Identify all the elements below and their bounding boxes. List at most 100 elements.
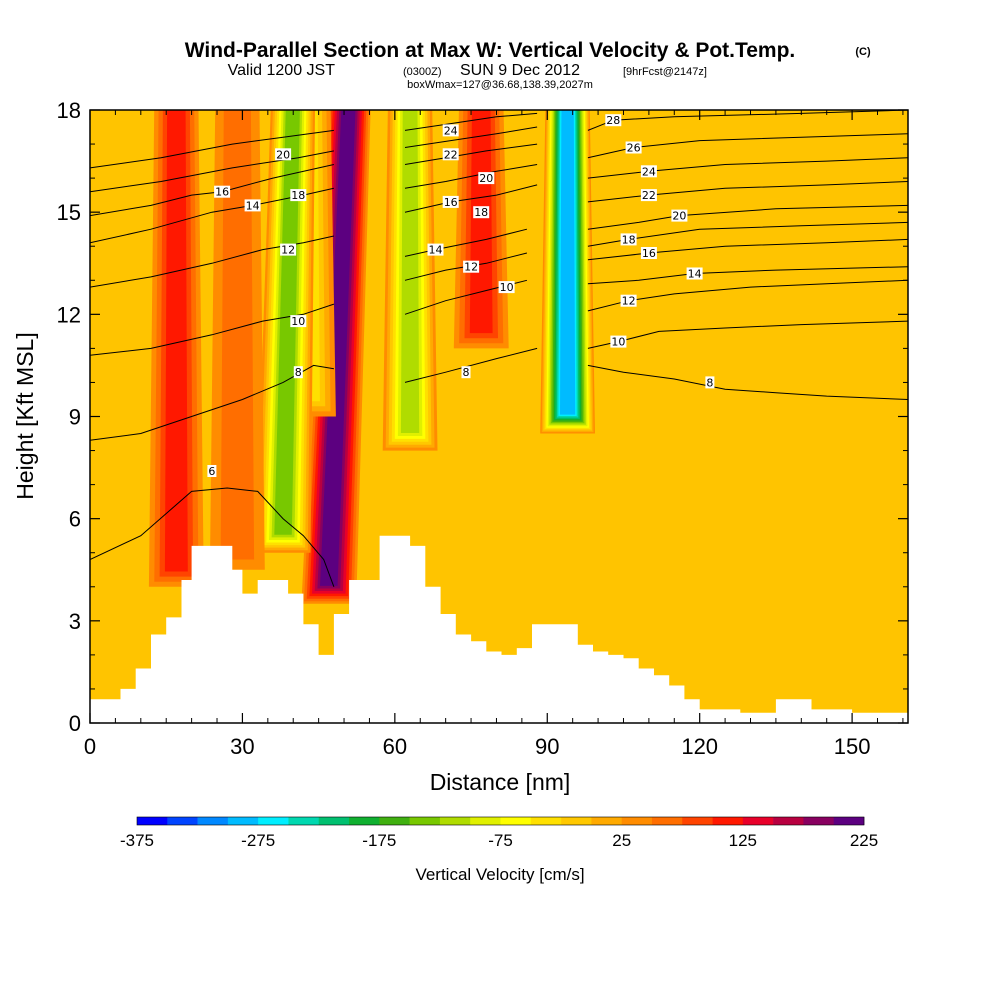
colorbar-swatch xyxy=(409,817,441,825)
contour-label-bg xyxy=(442,148,459,161)
colorbar-swatch xyxy=(833,817,865,825)
contour-label: 16 xyxy=(442,195,459,209)
colorbar-swatch xyxy=(379,817,410,825)
contour-labels: 6 8 8 8 10 10 10 12 12 12 14 14 14 16 16 16 18 18 18 20 20 20… xyxy=(207,114,715,478)
contour-label-bg xyxy=(686,267,703,280)
contour-label-text: 24 xyxy=(444,124,458,137)
velocity-band-level xyxy=(164,110,188,572)
colorbar-swatch xyxy=(712,817,744,825)
contour-label-bg xyxy=(214,185,231,198)
colorbar-swatch xyxy=(288,817,320,825)
contour-label-text: 22 xyxy=(444,148,458,161)
theta-contour xyxy=(404,112,538,131)
theta-contour xyxy=(90,303,335,356)
colorbar-swatch xyxy=(197,817,229,825)
colorbar-tick-label: -75 xyxy=(488,831,513,850)
chart-title: Wind-Parallel Section at Max W: Vertical… xyxy=(185,39,796,62)
contour-label-text: 22 xyxy=(642,189,656,202)
terrain xyxy=(90,535,908,723)
velocity-band xyxy=(301,110,371,604)
colorbar-tick-label: -275 xyxy=(241,831,275,850)
contour-label: 22 xyxy=(442,148,459,161)
colorbar-swatch xyxy=(742,817,774,825)
velocity-band-level xyxy=(469,110,493,334)
velocity-band xyxy=(453,110,509,349)
contour-label: 10 xyxy=(498,281,515,294)
theta-contour xyxy=(404,126,538,148)
contour-label-text: 12 xyxy=(622,295,636,308)
contour-label-bg xyxy=(640,189,657,202)
valid-time: Valid 1200 JST xyxy=(228,62,336,79)
colorbar-swatch xyxy=(258,817,289,825)
contour-label: 20 xyxy=(275,148,292,161)
x-tick-label: 90 xyxy=(535,734,559,759)
contour-label-bg xyxy=(290,315,307,328)
contour-label-bg xyxy=(207,465,217,477)
colorbar-swatch xyxy=(167,817,198,825)
contour-label: 26 xyxy=(625,141,642,155)
theta-contour xyxy=(404,164,538,189)
contour-label-text: 8 xyxy=(295,366,302,379)
contour-label-text: 8 xyxy=(463,366,470,379)
y-tick-label: 3 xyxy=(69,609,81,634)
theta-contour xyxy=(90,164,335,217)
axes: 0 30 60 90 120 150 0 3 6 9 12 15 18 xyxy=(57,98,908,759)
theta-contour xyxy=(404,347,538,383)
velocity-band xyxy=(255,110,316,553)
x-tick-label: 60 xyxy=(383,734,407,759)
contour-label: 20 xyxy=(478,172,495,185)
contour-label: 18 xyxy=(473,206,490,219)
velocity-band-level xyxy=(220,110,255,560)
contour-label-text: 16 xyxy=(215,186,229,199)
contour-label-text: 16 xyxy=(444,196,458,209)
contour-label-text: 26 xyxy=(627,142,641,155)
colorbar-swatch xyxy=(227,817,259,825)
contour-label: 18 xyxy=(620,233,637,246)
colorbar-swatch xyxy=(530,817,562,825)
contour-label-bg xyxy=(244,199,261,212)
chart-header: Wind-Parallel Section at Max W: Vertical… xyxy=(185,39,871,91)
contour-label-text: 10 xyxy=(291,315,305,328)
theta-contour xyxy=(587,110,908,131)
contour-label: 8 xyxy=(461,366,471,379)
contour-label: 22 xyxy=(640,189,657,202)
theta-contour xyxy=(90,187,335,244)
theta-contour xyxy=(587,181,908,203)
contour-label: 8 xyxy=(293,366,303,379)
colorbar-swatch xyxy=(591,817,622,825)
forecast-info: [9hrFcst@2147z] xyxy=(623,66,707,78)
colorbar-swatch xyxy=(561,817,592,825)
colorbar-swatch xyxy=(470,817,501,825)
colorbar-swatch xyxy=(773,817,804,825)
contour-label-bg xyxy=(620,233,637,246)
contour-label-text: 10 xyxy=(500,281,514,294)
contour-label-bg xyxy=(610,335,627,348)
colorbar-tick-label: 25 xyxy=(612,831,631,850)
x-tick-label: 150 xyxy=(834,734,871,759)
theta-contour xyxy=(587,133,908,159)
contour-label-text: 14 xyxy=(429,244,443,257)
theta-contour xyxy=(90,235,335,288)
contour-label-text: 28 xyxy=(606,114,620,127)
contour-label: 18 xyxy=(290,189,307,202)
contour-label: 12 xyxy=(463,260,480,274)
contour-label: 6 xyxy=(207,465,217,478)
contour-label: 12 xyxy=(620,294,637,308)
contour-label-bg xyxy=(640,247,657,259)
box-info: boxWmax=127@36.68,138.39,2027m xyxy=(407,79,593,91)
y-tick-label: 12 xyxy=(57,302,81,327)
velocity-band-level xyxy=(320,110,356,586)
contour-label-text: 14 xyxy=(688,268,702,281)
velocity-band xyxy=(148,110,204,587)
contour-label: 24 xyxy=(640,165,657,178)
contour-label-bg xyxy=(605,114,622,127)
theta-contour xyxy=(587,157,908,179)
contour-label-bg xyxy=(498,281,515,294)
contour-label: 16 xyxy=(214,185,231,199)
contour-label-bg xyxy=(442,195,459,208)
velocity-band-level xyxy=(560,110,576,415)
colorbar-frame xyxy=(136,816,865,826)
valid-utc: (0300Z) xyxy=(403,66,442,78)
theta-contour xyxy=(587,221,908,247)
